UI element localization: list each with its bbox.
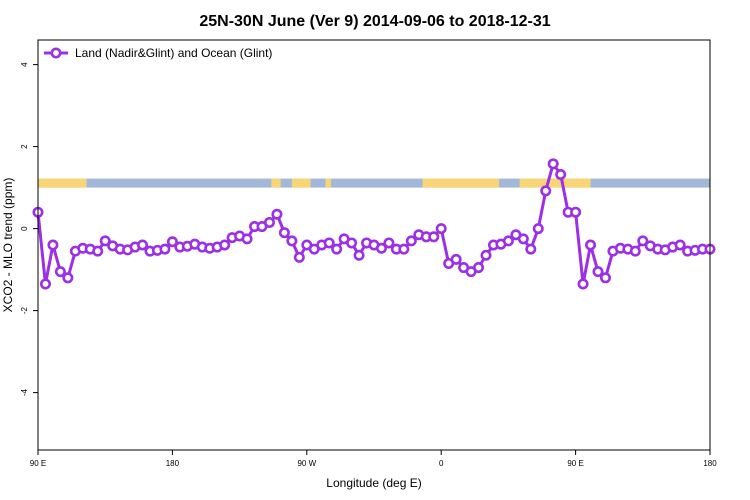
data-point: [473, 262, 485, 274]
plot-frame: [37, 39, 711, 451]
ocean-band: [38, 178, 710, 188]
data-point: [47, 239, 59, 251]
data-point: [555, 168, 567, 180]
x-axis-label: Longitude (deg E): [326, 476, 421, 490]
data-point: [525, 243, 537, 255]
data-point: [577, 278, 589, 290]
y-axis: -4 -2 0 2 4: [20, 62, 38, 396]
surface-band: [38, 178, 710, 188]
y-axis-label: XCO2 - MLO trend (ppm): [1, 178, 15, 313]
data-point: [293, 251, 305, 263]
chart-title: 25N-30N June (Ver 9) 2014-09-06 to 2018-…: [199, 13, 550, 30]
x-tick-label: 90 W: [297, 459, 316, 468]
land-band-segment: [271, 178, 281, 188]
data-point: [383, 237, 395, 249]
data-point: [241, 233, 253, 245]
data-point: [271, 208, 283, 220]
data-point: [286, 235, 298, 247]
land-band-segment: [291, 178, 311, 188]
data-point: [263, 216, 275, 228]
legend-label: Land (Nadir&Glint) and Ocean (Glint): [75, 46, 272, 60]
data-point: [39, 278, 51, 290]
x-tick-label: 180: [166, 459, 180, 468]
data-point: [629, 245, 641, 257]
data-point: [405, 235, 417, 247]
x-tick-label: 180: [703, 459, 717, 468]
y-tick-label: -2: [20, 306, 29, 314]
y-tick-label: 4: [20, 62, 29, 67]
land-band-segment: [325, 178, 332, 188]
data-point: [166, 236, 178, 248]
legend-marker-swatch: [50, 47, 62, 59]
y-tick-label: -4: [20, 388, 29, 396]
data-point: [353, 249, 365, 261]
data-point: [450, 253, 462, 265]
data-point: [585, 239, 597, 251]
data-point: [323, 237, 335, 249]
data-point: [137, 239, 149, 251]
data-point: [570, 206, 582, 218]
data-point: [219, 239, 231, 251]
data-point: [540, 185, 552, 197]
data-point: [435, 223, 447, 235]
data-point: [54, 266, 66, 278]
y-tick-label: 2: [20, 144, 29, 149]
land-band-segment: [38, 178, 87, 188]
data-point: [532, 223, 544, 235]
data-point: [428, 231, 440, 243]
legend: Land (Nadir&Glint) and Ocean (Glint): [44, 46, 272, 60]
x-axis: 90 E 180 90 W 0 90 E 180: [30, 450, 717, 468]
data-point: [92, 245, 104, 257]
x-tick-label: 90 E: [567, 459, 583, 468]
data-point: [331, 243, 343, 255]
data-point: [517, 233, 529, 245]
data-point: [159, 243, 171, 255]
y-tick-label: 0: [20, 226, 29, 231]
data-point: [637, 235, 649, 247]
data-point: [592, 266, 604, 278]
data-point: [375, 242, 387, 254]
data-point: [547, 158, 559, 170]
x-tick-label: 0: [439, 459, 444, 468]
data-point: [599, 272, 611, 284]
data-point: [398, 243, 410, 255]
data-point: [502, 235, 514, 247]
x-tick-label: 90 E: [30, 459, 46, 468]
data-point: [99, 235, 111, 247]
data-point: [674, 239, 686, 251]
land-band-segment: [519, 178, 591, 188]
data-point: [62, 272, 74, 284]
data-point: [346, 237, 358, 249]
land-band-segment: [422, 178, 500, 188]
data-point: [278, 227, 290, 239]
points-layer: [32, 158, 716, 290]
data-point: [480, 249, 492, 261]
